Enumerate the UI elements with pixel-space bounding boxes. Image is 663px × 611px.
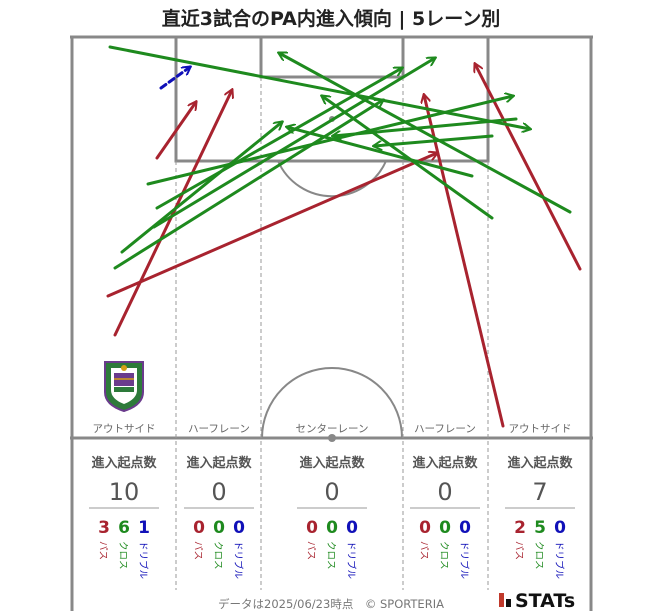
lane-stats-outside-left: 進入起点数 10 3 6 1 パス クロス ドリブル [89, 455, 159, 580]
center-spot [328, 434, 336, 442]
pass-count: 0 [193, 518, 205, 538]
pass-label: パス [305, 541, 316, 560]
pass-label: パス [418, 541, 429, 560]
lane-name: ハーフレーン [414, 423, 476, 435]
cross-arrow [152, 58, 435, 229]
pass-count: 0 [419, 518, 431, 538]
dribble-label: ドリブル [137, 541, 149, 580]
stat-total: 10 [109, 478, 140, 506]
dribble-label: ドリブル [345, 541, 357, 580]
pass-count: 3 [98, 518, 110, 538]
center-circle [261, 367, 403, 439]
pass-arrow [113, 90, 232, 337]
brand-logo: STATs [499, 590, 575, 611]
cross-count: 0 [439, 518, 451, 538]
arrow-layer [106, 45, 582, 428]
cross-arrow [333, 117, 518, 136]
cross-arrow [279, 53, 572, 214]
pass-count: 0 [306, 518, 318, 538]
footer-note: データは2025/06/23時点 © SPORTERIA [218, 597, 444, 611]
penalty-arc [277, 160, 387, 198]
goal-area [259, 37, 405, 79]
pass-label: パス [97, 541, 108, 560]
lane-name: アウトサイド [93, 423, 156, 435]
lane-stats-outside-right: 進入起点数 7 2 5 0 パス クロス ドリブル [505, 455, 575, 580]
stat-label: 進入起点数 [507, 455, 573, 471]
pass-arrow [106, 153, 437, 298]
lane-stats-half-right: 進入起点数 0 0 0 0 パス クロス ドリブル [410, 455, 480, 580]
cross-label: クロス [325, 541, 336, 570]
dribble-count: 0 [233, 518, 245, 538]
dribble-count: 1 [138, 518, 150, 538]
cross-count: 0 [326, 518, 338, 538]
brand-mark-icon [506, 599, 511, 607]
cross-arrow [322, 96, 494, 220]
dribble-label: ドリブル [458, 541, 470, 580]
stat-label: 進入起点数 [412, 455, 478, 471]
pass-arrow [424, 95, 505, 428]
stat-label: 進入起点数 [299, 455, 365, 471]
cross-label: クロス [212, 541, 223, 570]
lane-dividers [175, 77, 489, 590]
cross-arrow [287, 127, 474, 178]
cross-label: クロス [533, 541, 544, 570]
pass-arrow [475, 64, 582, 271]
stat-total: 7 [532, 478, 547, 506]
cross-count: 0 [213, 518, 225, 538]
team-crest-icon [104, 361, 144, 413]
pass-label: パス [192, 541, 203, 560]
dribble-count: 0 [554, 518, 566, 538]
dribble-count: 0 [459, 518, 471, 538]
pass-count: 2 [514, 518, 526, 538]
stat-label: 進入起点数 [91, 455, 157, 471]
pass-arrow [155, 102, 196, 160]
pitch-markings [70, 35, 593, 611]
lane-name: ハーフレーン [188, 423, 250, 435]
cross-label: クロス [438, 541, 449, 570]
stat-label: 進入起点数 [186, 455, 252, 471]
stat-total: 0 [211, 478, 226, 506]
cross-label: クロス [117, 541, 128, 570]
brand-name: STATs [515, 590, 575, 611]
cross-arrow [155, 68, 402, 210]
chart-title: 直近3試合のPA内進入傾向 | 5レーン別 [162, 7, 501, 30]
cross-arrow [120, 122, 282, 254]
penalty-area [174, 37, 490, 163]
lane-stats-half-left: 進入起点数 0 0 0 0 パス クロス ドリブル [184, 455, 254, 580]
lane-name: アウトサイド [509, 423, 572, 435]
dribble-label: ドリブル [553, 541, 565, 580]
stat-total: 0 [437, 478, 452, 506]
lane-stats-center: 進入起点数 0 0 0 0 パス クロス ドリブル [297, 455, 367, 580]
dribble-count: 0 [346, 518, 358, 538]
cross-arrow [113, 100, 383, 270]
lane-name: センターレーン [296, 423, 369, 435]
brand-mark-icon [499, 593, 504, 607]
cross-count: 5 [534, 518, 546, 538]
cross-arrow [374, 134, 494, 146]
dribble-arrow [159, 67, 190, 90]
stat-total: 0 [324, 478, 339, 506]
dribble-label: ドリブル [232, 541, 244, 580]
cross-arrow [108, 45, 530, 129]
pass-label: パス [513, 541, 524, 560]
cross-count: 6 [118, 518, 130, 538]
